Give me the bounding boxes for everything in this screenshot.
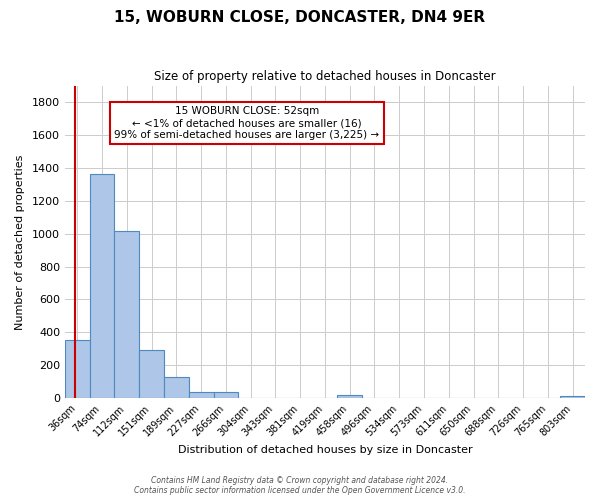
X-axis label: Distribution of detached houses by size in Doncaster: Distribution of detached houses by size …: [178, 445, 472, 455]
Bar: [214, 392, 238, 398]
Bar: [65, 340, 89, 398]
Bar: [337, 395, 362, 398]
Bar: [89, 174, 115, 398]
Title: Size of property relative to detached houses in Doncaster: Size of property relative to detached ho…: [154, 70, 496, 83]
Text: 15 WOBURN CLOSE: 52sqm
← <1% of detached houses are smaller (16)
99% of semi-det: 15 WOBURN CLOSE: 52sqm ← <1% of detached…: [115, 106, 380, 140]
Bar: [139, 350, 164, 398]
Text: Contains HM Land Registry data © Crown copyright and database right 2024.
Contai: Contains HM Land Registry data © Crown c…: [134, 476, 466, 495]
Bar: [189, 392, 214, 398]
Bar: [164, 377, 189, 398]
Bar: [560, 396, 585, 398]
Text: 15, WOBURN CLOSE, DONCASTER, DN4 9ER: 15, WOBURN CLOSE, DONCASTER, DN4 9ER: [115, 10, 485, 25]
Bar: [115, 231, 139, 398]
Y-axis label: Number of detached properties: Number of detached properties: [15, 154, 25, 330]
